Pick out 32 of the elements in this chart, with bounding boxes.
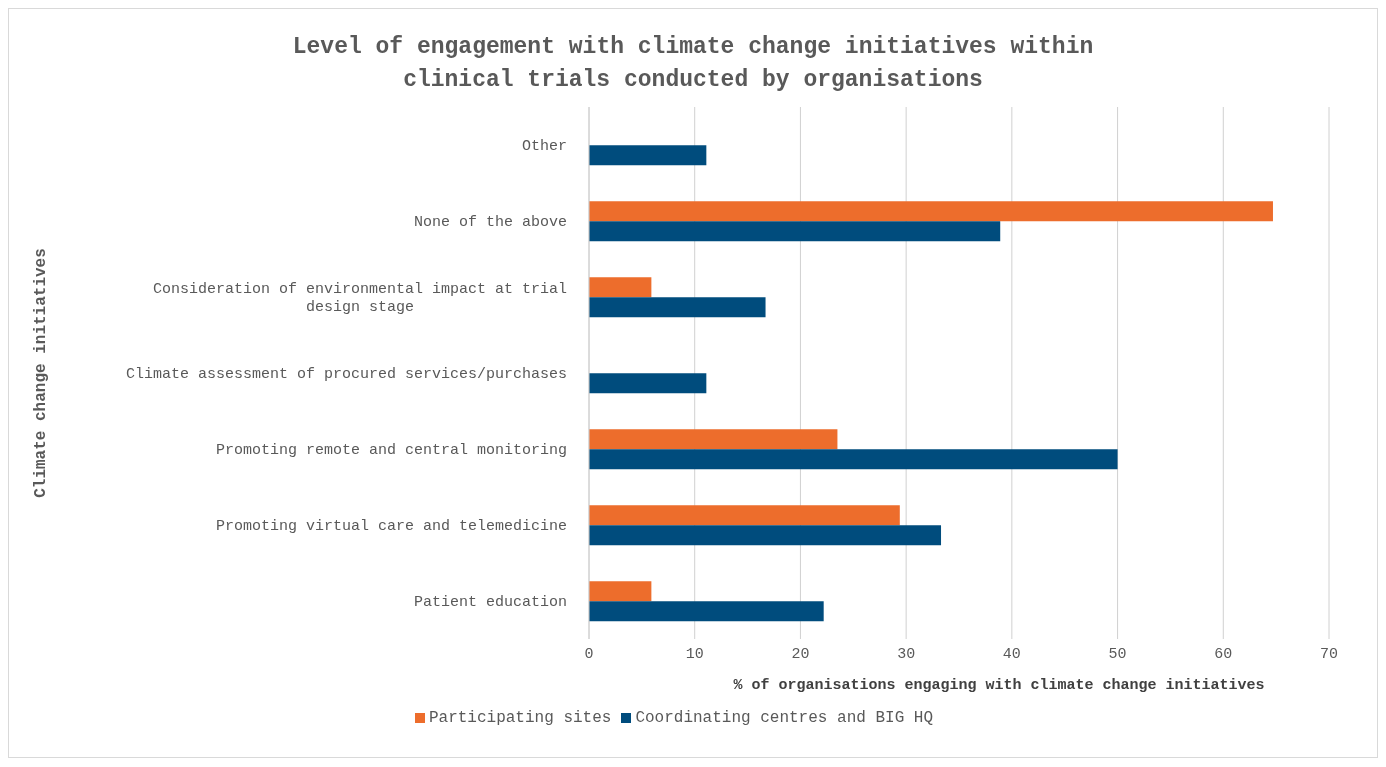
- y-tick-label: Consideration of environmental impact at trial design stage: [152, 281, 567, 316]
- legend-label: Participating sites: [428, 709, 612, 727]
- bar: [589, 449, 1118, 470]
- y-tick-label: None of the above: [413, 214, 567, 231]
- y-tick-label: Promoting remote and central monitoring: [215, 442, 567, 459]
- bar: [589, 429, 838, 450]
- bar: [589, 505, 900, 526]
- y-tick-label: Promoting virtual care and telemedicine: [215, 518, 567, 535]
- bar: [589, 277, 652, 298]
- x-axis-title: % of organisations engaging with climate change initiatives: [733, 677, 1265, 694]
- bar: [589, 297, 766, 318]
- bar: [589, 525, 942, 546]
- bar: [589, 601, 824, 622]
- x-tick-label: 70: [1319, 645, 1339, 663]
- bar: [589, 373, 707, 394]
- y-tick-label: Climate assessment of procured services/purchases: [125, 366, 567, 383]
- x-tick-label: 10: [685, 645, 704, 663]
- x-tick-label: 0: [584, 645, 594, 663]
- y-tick-label: Patient education: [413, 594, 567, 611]
- y-tick-label: Other: [521, 138, 567, 155]
- x-tick-label: 20: [791, 645, 810, 663]
- x-tick-label: 60: [1214, 645, 1233, 663]
- bar: [589, 145, 707, 166]
- x-tick-label: 30: [897, 645, 916, 663]
- legend-label: Coordinating centres and BIG HQ: [635, 709, 934, 727]
- bar: [589, 581, 652, 602]
- y-axis-title: Climate change initiatives: [31, 248, 50, 498]
- chart-title: Level of engagement with climate change initiatives within clinical trials conducted by organisations: [291, 33, 1095, 95]
- x-tick-label: 50: [1108, 645, 1127, 663]
- x-tick-label: 40: [1002, 645, 1021, 663]
- bar: [589, 221, 1001, 242]
- bar: [589, 201, 1273, 222]
